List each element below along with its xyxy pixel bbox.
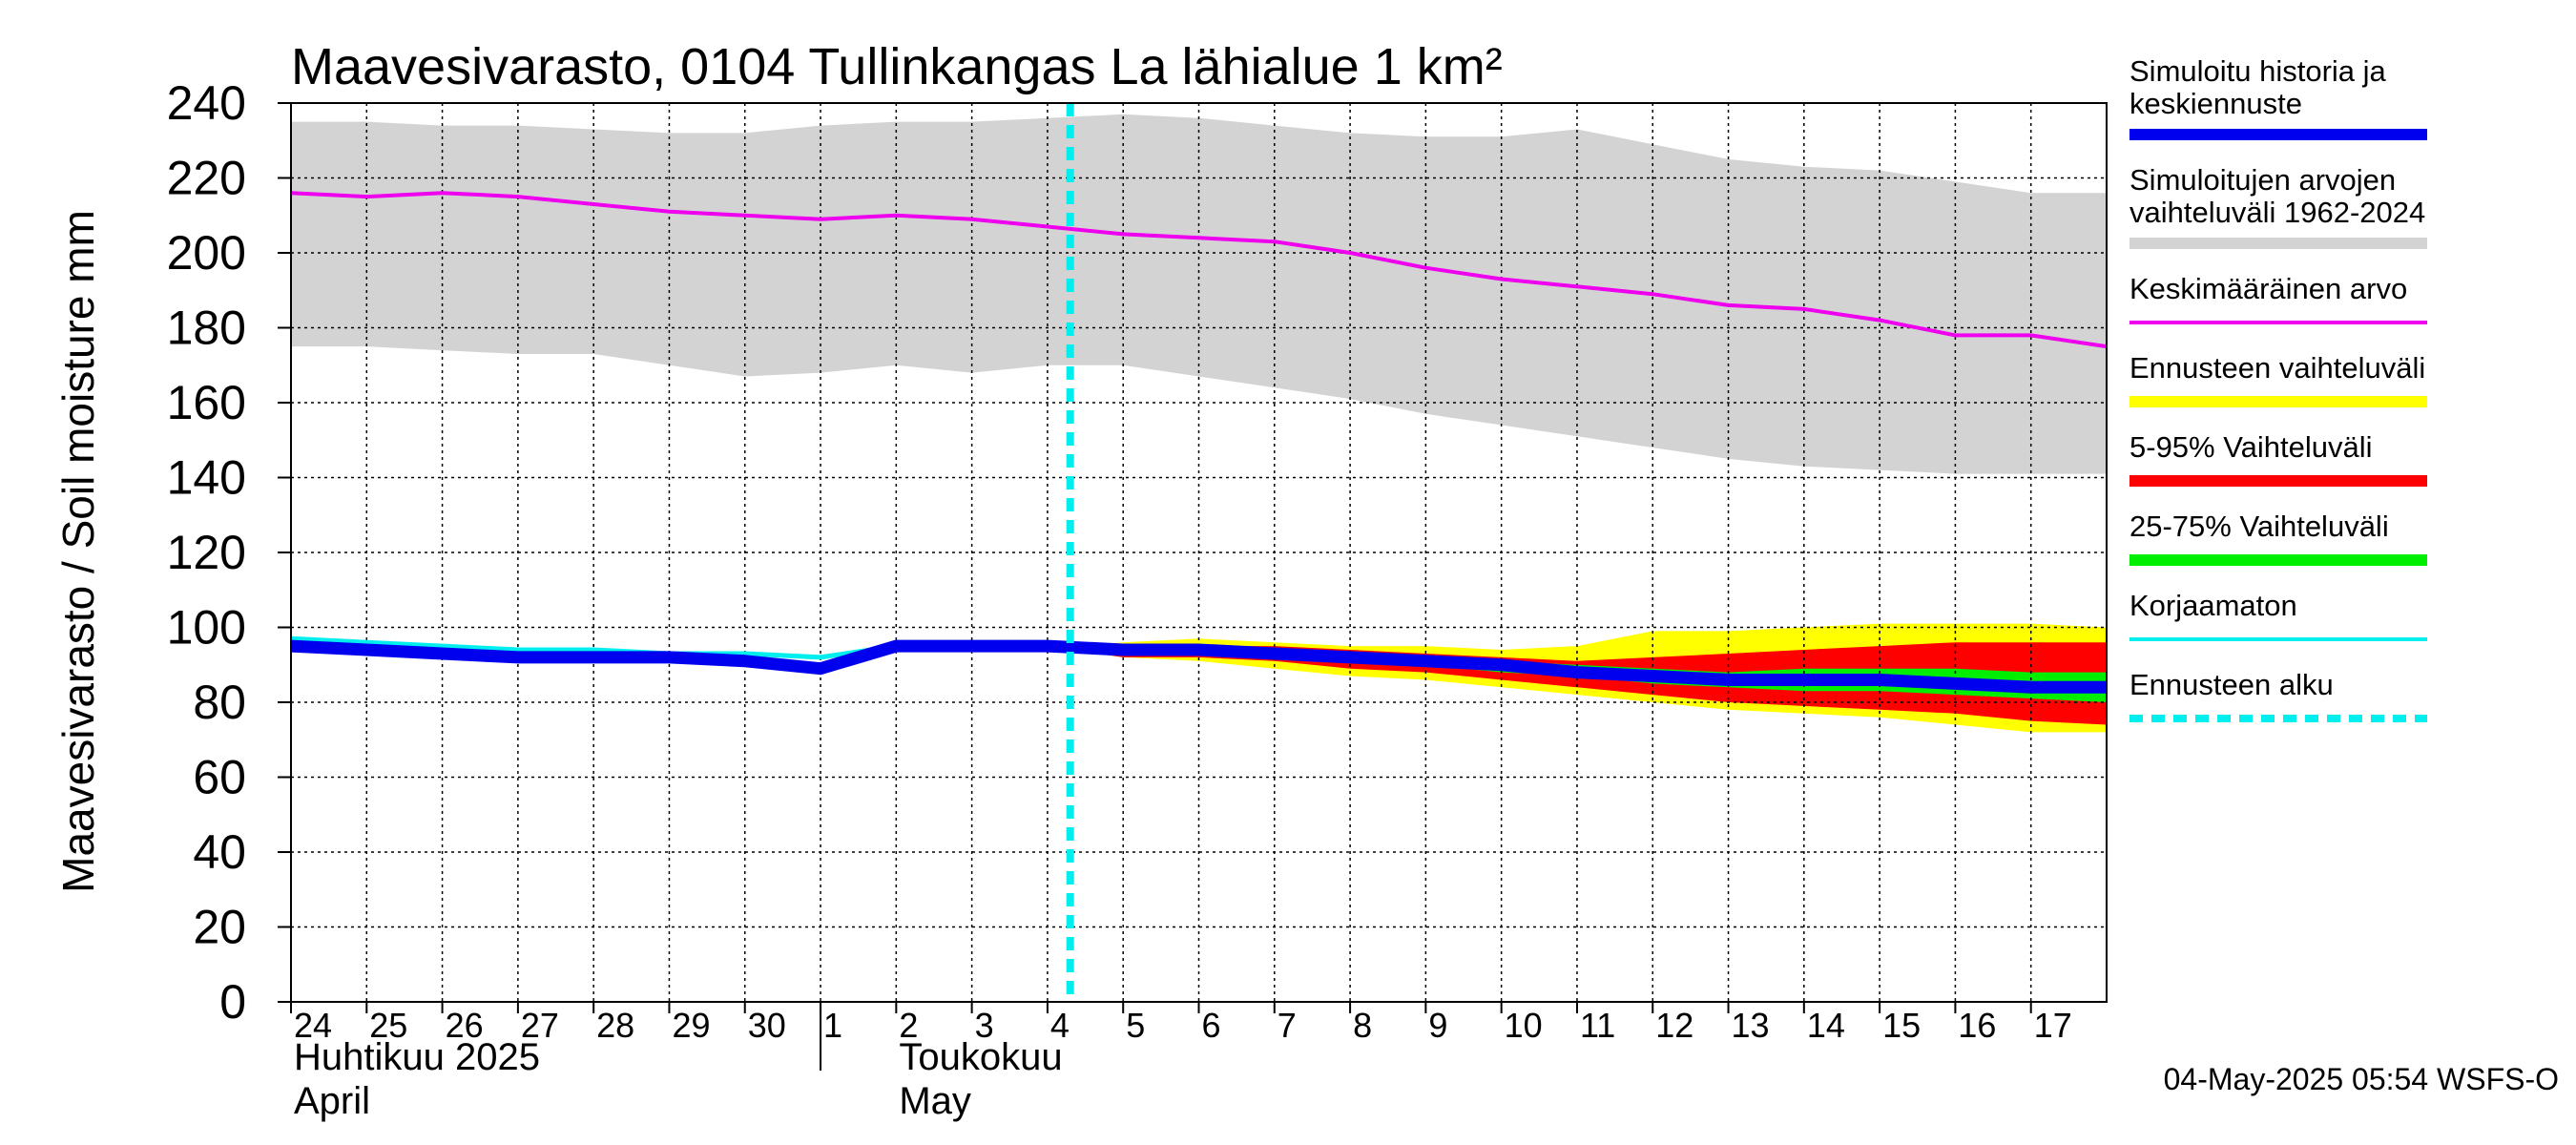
legend-label: Ennusteen vaihteluväli (2129, 351, 2425, 385)
y-tick-label: 200 (167, 226, 246, 280)
x-tick-label: 15 (1882, 1006, 1921, 1045)
x-tick-label: 2 (899, 1006, 918, 1045)
x-tick-label: 30 (748, 1006, 786, 1045)
y-tick-label: 0 (219, 975, 246, 1029)
x-tick-label: 16 (1958, 1006, 1996, 1045)
month-label-en: April (294, 1080, 370, 1122)
x-tick-label: 28 (596, 1006, 634, 1045)
band-area-2 (1070, 642, 2107, 725)
timestamp-footer: 04-May-2025 05:54 WSFS-O (2164, 1062, 2559, 1096)
series-line-2 (290, 639, 2107, 694)
legend-label: 5-95% Vaihteluväli (2129, 430, 2372, 464)
legend-label: Simuloitujen arvojen (2129, 163, 2396, 197)
x-tick-label: 14 (1807, 1006, 1845, 1045)
legend-entry-6: Korjaamaton (2129, 589, 2427, 641)
x-tick-label: 3 (975, 1006, 994, 1045)
legend-label: Korjaamaton (2129, 589, 2297, 622)
x-tick-label: 6 (1202, 1006, 1221, 1045)
y-tick-label: 220 (167, 152, 246, 205)
legend-entry-4: 5-95% Vaihteluväli (2129, 430, 2427, 487)
y-tick-label: 20 (193, 901, 246, 954)
month-label-en: May (899, 1080, 971, 1122)
legend-entry-2: Keskimääräinen arvo (2129, 272, 2427, 324)
x-tick-label: 9 (1428, 1006, 1447, 1045)
x-tick-label: 12 (1655, 1006, 1693, 1045)
y-tick-label: 120 (167, 526, 246, 579)
y-tick-label: 60 (193, 751, 246, 804)
legend-entry-5: 25-75% Vaihteluväli (2129, 510, 2427, 566)
series-line-0 (290, 191, 2108, 349)
legend: Simuloitu historia jakeskiennusteSimuloi… (2129, 54, 2427, 722)
legend-label: vaihteluväli 1962-2024 (2129, 196, 2425, 229)
x-tick-label: 29 (672, 1006, 710, 1045)
y-tick-labels: 0 20 40 60 80 100 120 140 160 180 200 220 240 (167, 76, 291, 1029)
y-tick-label: 40 (193, 825, 246, 879)
x-tick-labels: 24 25 26 27 28 29 30 1 2 3 4 5 6 7 8 9 10 11 12 13 14 15 16 17 (290, 1002, 2072, 1045)
x-tick-label: 26 (446, 1006, 484, 1045)
legend-label: Ennusteen alku (2129, 668, 2334, 701)
y-tick-label: 240 (167, 76, 246, 130)
x-tick-label: 4 (1050, 1006, 1070, 1045)
x-tick-label: 17 (2034, 1006, 2072, 1045)
grid (291, 103, 2107, 1002)
legend-entry-7: Ennusteen alku (2129, 668, 2427, 722)
y-tick-label: 80 (193, 676, 246, 729)
y-axis-label: Maavesivarasto / Soil moisture mm (53, 210, 103, 893)
x-tick-label: 24 (294, 1006, 332, 1045)
x-tick-label: 5 (1126, 1006, 1145, 1045)
y-tick-label: 100 (167, 601, 246, 655)
legend-label: keskiennuste (2129, 87, 2302, 120)
x-tick-label: 13 (1732, 1006, 1770, 1045)
legend-entry-3: Ennusteen vaihteluväli (2129, 351, 2427, 407)
y-tick-label: 160 (167, 376, 246, 429)
x-tick-label: 1 (823, 1006, 842, 1045)
y-tick-label: 140 (167, 451, 246, 505)
x-tick-label: 7 (1278, 1006, 1297, 1045)
x-tick-label: 27 (521, 1006, 559, 1045)
x-tick-label: 8 (1353, 1006, 1372, 1045)
x-tick-label: 11 (1580, 1006, 1615, 1045)
legend-label: 25-75% Vaihteluväli (2129, 510, 2389, 543)
y-tick-label: 180 (167, 302, 246, 355)
plot-area (290, 102, 2108, 1003)
x-tick-label: 10 (1505, 1006, 1543, 1045)
legend-label: Simuloitu historia ja (2129, 54, 2387, 88)
month-label-fi: Toukokuu (899, 1036, 1062, 1078)
x-tick-label: 25 (369, 1006, 407, 1045)
chart-title: Maavesivarasto, 0104 Tullinkangas La läh… (291, 38, 1503, 95)
legend-label: Keskimääräinen arvo (2129, 272, 2407, 305)
month-label-fi: Huhtikuu 2025 (294, 1036, 540, 1078)
